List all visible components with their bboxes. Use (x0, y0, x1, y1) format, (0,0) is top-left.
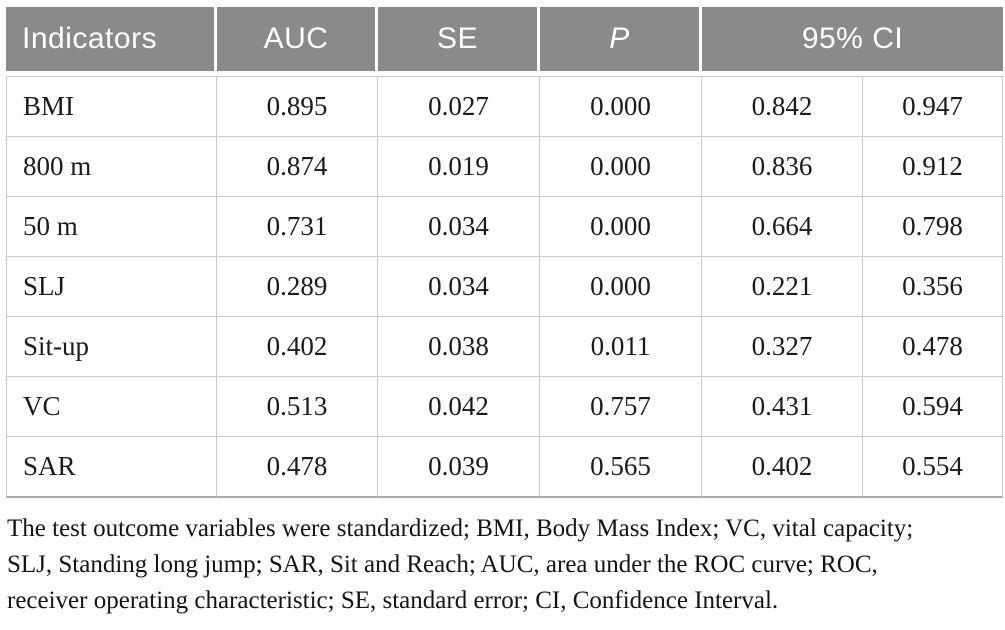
cell-indicator: BMI (6, 76, 217, 137)
table-header: Indicators AUC SE P 95% CI (6, 7, 1004, 76)
cell-auc: 0.289 (217, 257, 378, 317)
cell-indicator: 800 m (6, 137, 217, 197)
cell-indicator: VC (6, 377, 217, 437)
cell-auc: 0.731 (217, 197, 378, 257)
cell-auc: 0.895 (217, 76, 378, 137)
cell-indicator: 50 m (6, 197, 217, 257)
cell-se: 0.039 (378, 437, 540, 498)
cell-ci-high: 0.478 (863, 317, 1004, 377)
cell-p: 0.000 (540, 197, 702, 257)
header-row: Indicators AUC SE P 95% CI (6, 7, 1004, 76)
cell-indicator: Sit-up (6, 317, 217, 377)
table-row: 50 m 0.731 0.034 0.000 0.664 0.798 (6, 197, 1004, 257)
cell-p: 0.000 (540, 137, 702, 197)
footnote-line: The test outcome variables were standard… (7, 515, 914, 542)
cell-ci-low: 0.664 (702, 197, 863, 257)
column-header-ci: 95% CI (702, 7, 1004, 76)
cell-indicator: SLJ (6, 257, 217, 317)
cell-ci-high: 0.912 (863, 137, 1004, 197)
footnote-line: SLJ, Standing long jump; SAR, Sit and Re… (7, 551, 878, 578)
cell-se: 0.038 (378, 317, 540, 377)
table-row: 800 m 0.874 0.019 0.000 0.836 0.912 (6, 137, 1004, 197)
cell-auc: 0.402 (217, 317, 378, 377)
table-row: VC 0.513 0.042 0.757 0.431 0.594 (6, 377, 1004, 437)
column-header-se: SE (378, 7, 540, 76)
cell-se: 0.019 (378, 137, 540, 197)
cell-ci-low: 0.842 (702, 76, 863, 137)
cell-auc: 0.478 (217, 437, 378, 498)
column-header-p: P (540, 7, 702, 76)
column-header-indicators: Indicators (6, 7, 217, 76)
roc-analysis-table: Indicators AUC SE P 95% CI BMI 0.895 0.0… (6, 7, 1004, 498)
cell-p: 0.000 (540, 257, 702, 317)
cell-ci-high: 0.554 (863, 437, 1004, 498)
cell-ci-low: 0.221 (702, 257, 863, 317)
cell-p: 0.000 (540, 76, 702, 137)
cell-se: 0.034 (378, 257, 540, 317)
cell-ci-high: 0.356 (863, 257, 1004, 317)
cell-ci-high: 0.798 (863, 197, 1004, 257)
table-row: SAR 0.478 0.039 0.565 0.402 0.554 (6, 437, 1004, 498)
cell-ci-high: 0.947 (863, 76, 1004, 137)
cell-ci-low: 0.836 (702, 137, 863, 197)
cell-auc: 0.874 (217, 137, 378, 197)
table-row: SLJ 0.289 0.034 0.000 0.221 0.356 (6, 257, 1004, 317)
cell-se: 0.042 (378, 377, 540, 437)
cell-se: 0.027 (378, 76, 540, 137)
cell-ci-low: 0.402 (702, 437, 863, 498)
footnote-line: receiver operating characteristic; SE, s… (7, 587, 779, 614)
cell-indicator: SAR (6, 437, 217, 498)
table-footnote: The test outcome variables were standard… (6, 511, 1002, 619)
cell-p: 0.757 (540, 377, 702, 437)
table-row: Sit-up 0.402 0.038 0.011 0.327 0.478 (6, 317, 1004, 377)
cell-p: 0.011 (540, 317, 702, 377)
table-body: BMI 0.895 0.027 0.000 0.842 0.947 800 m … (6, 76, 1004, 498)
table-row: BMI 0.895 0.027 0.000 0.842 0.947 (6, 76, 1004, 137)
cell-se: 0.034 (378, 197, 540, 257)
cell-ci-low: 0.431 (702, 377, 863, 437)
cell-auc: 0.513 (217, 377, 378, 437)
cell-ci-low: 0.327 (702, 317, 863, 377)
cell-ci-high: 0.594 (863, 377, 1004, 437)
column-header-auc: AUC (217, 7, 378, 76)
cell-p: 0.565 (540, 437, 702, 498)
